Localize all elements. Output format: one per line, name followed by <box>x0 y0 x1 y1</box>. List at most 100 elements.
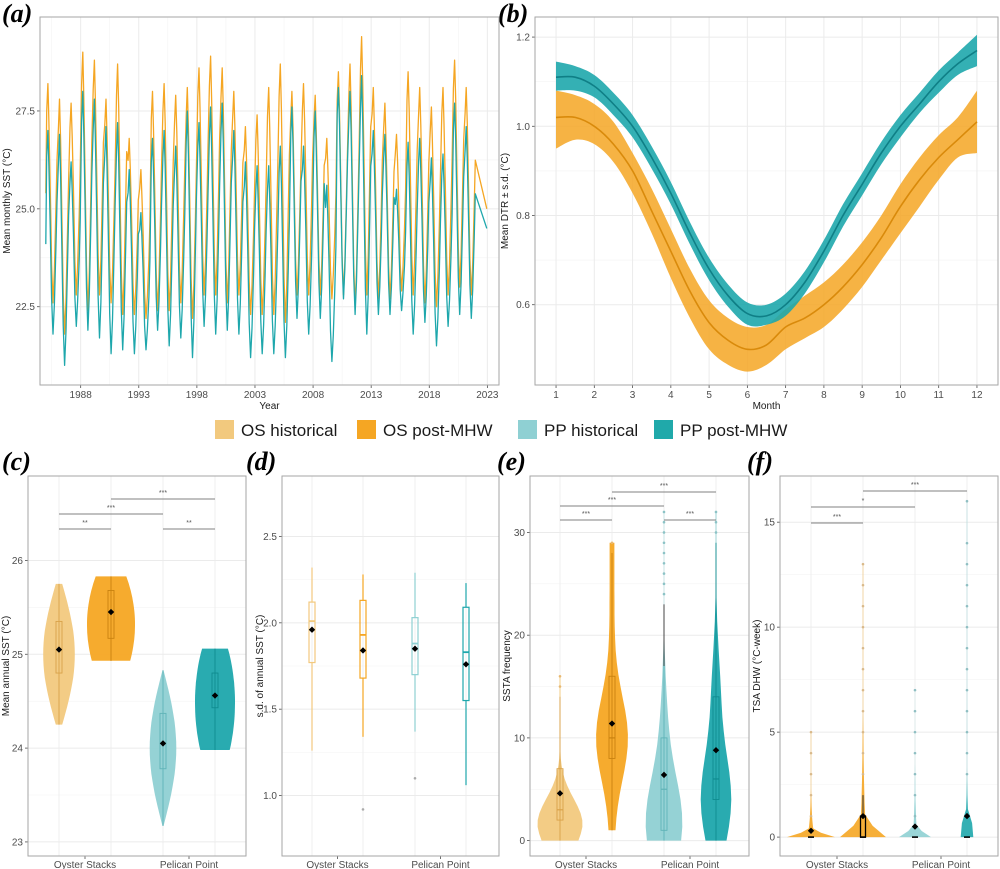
panel-f-pp-post-mhw-outlier <box>965 772 969 776</box>
panel-d-ytick-label: 2.5 <box>263 532 277 543</box>
panel-f-ytick-label: 15 <box>764 518 776 529</box>
panel-a-sst-timeseries: 22.5 25.0 27.5 Mean monthly SST (°C) 1988 199… <box>2 16 500 412</box>
panel-e-pp-post-mhw-mean-marker <box>712 747 720 754</box>
panel-e-pp-historical-outlier <box>662 520 666 524</box>
panel-f-os-post-mhw-outlier <box>861 709 865 713</box>
panel-f-pp-historical-outlier <box>913 709 917 713</box>
legend-label-os-historical: OS historical <box>241 421 337 440</box>
panel-a-xtick-label: 2008 <box>302 390 325 401</box>
panel-f-pp-historical-outlier <box>913 751 917 755</box>
panel-b-ytick-label: 0.8 <box>516 211 530 222</box>
panel-f-pp-post-mhw-outlier <box>965 751 969 755</box>
panel-c-significance-label: ** <box>186 520 192 527</box>
legend-label-pp-post-mhw: PP post-MHW <box>680 421 787 440</box>
legend-swatch-os-post-mhw <box>357 420 376 439</box>
panel-e-pp-historical-box <box>660 737 668 831</box>
panel-e-pp-historical-outlier <box>662 510 666 514</box>
legend-swatch-pp-post-mhw <box>654 420 673 439</box>
panel-d-plot-border <box>281 475 500 857</box>
panel-d-pp-historical-box <box>411 617 419 676</box>
panel-a-xtick-label: 1988 <box>70 390 93 401</box>
panel-e-xtick-label: Pelican Point <box>661 860 720 869</box>
panel-f-pp-post-mhw-outlier <box>965 499 969 503</box>
panel-a-ytick-label: 25.0 <box>16 204 36 215</box>
panel-a-x-axis-title: Year <box>259 401 280 412</box>
panel-e-significance-label: *** <box>608 497 616 504</box>
panel-d-y-axis-title: s.d. of annual SST (°C) <box>255 615 266 718</box>
panel-e-pp-historical-outlier <box>662 592 666 596</box>
panel-c-significance-label: *** <box>159 490 167 497</box>
panel-b-xtick-label: 8 <box>821 390 827 401</box>
panel-f-xtick-label: Pelican Point <box>912 860 971 869</box>
panel-f-pp-post-mhw-outlier <box>965 562 969 566</box>
panel-b-xtick-label: 7 <box>783 390 789 401</box>
panel-f-pp-post-mhw-outlier <box>965 541 969 545</box>
panel-f-os-post-mhw-outlier <box>861 730 865 734</box>
panel-c-pp-historical-mean-marker <box>159 740 167 747</box>
panel-c-ytick-label: 25 <box>12 650 24 661</box>
panel-f-os-historical-outlier <box>809 730 813 734</box>
panel-f-os-historical-violin <box>787 732 835 838</box>
panel-f-pp-historical-mean-marker <box>911 823 919 830</box>
panel-c-os-post-mhw-box <box>107 590 115 639</box>
panel-e-plot-border <box>529 475 750 857</box>
panel-f-os-post-mhw-outlier <box>861 751 865 755</box>
panel-f-os-post-mhw-outlier <box>861 667 865 671</box>
panel-c-pp-post-mhw-box <box>211 672 219 709</box>
panel-b-ytick-label: 1.0 <box>516 122 530 133</box>
panel-f-y-axis-title: TSA DHW (°C-week) <box>752 620 763 713</box>
panel-e-pp-post-mhw-outlier <box>714 531 718 534</box>
panel-d-pp-historical-outlier <box>413 776 417 780</box>
panel-c-ytick-label: 24 <box>12 744 24 755</box>
panel-e-xtick-label: Oyster Stacks <box>555 860 617 869</box>
panel-a-xtick-label: 2018 <box>418 390 441 401</box>
panel-b-xtick-label: 2 <box>592 390 598 401</box>
panel-c-os-historical-mean-marker <box>55 646 63 653</box>
panel-c-ytick-label: 26 <box>12 556 24 567</box>
panel-b-xtick-label: 6 <box>745 390 751 401</box>
panel-b-xtick-label: 4 <box>668 390 674 401</box>
panel-a-ytick-label: 27.5 <box>16 106 36 117</box>
panel-f-pp-historical-outlier <box>913 772 917 776</box>
panel-b-xtick-label: 12 <box>971 390 983 401</box>
legend-swatch-os-historical <box>215 420 234 439</box>
panel-f-os-post-mhw-outlier <box>861 772 865 776</box>
panel-f-pp-post-mhw-outlier <box>965 688 969 692</box>
panel-e-pp-historical-outlier <box>662 531 666 534</box>
panel-f-pp-post-mhw-outlier <box>965 604 969 608</box>
panel-a-line-oyster-stacks <box>45 35 488 335</box>
panel-f-os-post-mhw-outlier <box>861 583 865 587</box>
panel-e-ytick-label: 0 <box>519 836 525 847</box>
panel-c-ytick-label: 23 <box>12 837 24 848</box>
panel-e-significance-label: *** <box>660 483 668 490</box>
panel-d-pp-post-mhw-box <box>462 606 470 702</box>
panel-b-xtick-label: 1 <box>553 390 559 401</box>
panel-f-os-post-mhw-outlier <box>861 625 865 629</box>
panel-b-ytick-label: 0.6 <box>516 300 530 311</box>
legend-label-os-post-mhw: OS post-MHW <box>383 421 493 440</box>
panel-label-f: (f) <box>747 447 773 476</box>
panel-a-xtick-label: 2023 <box>476 390 499 401</box>
panel-b-ribbon-oyster-stacks <box>556 90 977 372</box>
panel-f-os-post-mhw-violin <box>840 564 886 838</box>
panel-f-pp-post-mhw-mean-marker <box>963 812 971 820</box>
panel-f-pp-historical-outlier <box>913 793 917 797</box>
panel-e-ytick-label: 10 <box>514 733 526 744</box>
panel-c-plot-border <box>27 475 247 857</box>
panel-f-pp-post-mhw-outlier <box>965 583 969 587</box>
panel-a-xtick-label: 2013 <box>360 390 383 401</box>
panel-label-e: (e) <box>497 447 526 476</box>
panel-f-pp-post-mhw-outlier <box>965 667 969 671</box>
panel-f-ytick-label: 5 <box>769 728 775 739</box>
panel-a-xtick-label: 1993 <box>128 390 151 401</box>
panel-f-pp-post-mhw-outlier <box>965 709 969 713</box>
legend: OS historical OS post-MHW PP historical … <box>215 420 787 440</box>
panel-f-plot-border <box>779 475 999 857</box>
panel-e-pp-historical-mean-marker <box>660 771 668 779</box>
panel-f-os-historical-outlier <box>809 772 813 776</box>
panel-e-pp-historical-outlier <box>662 572 666 575</box>
panel-label-d: (d) <box>246 447 276 476</box>
panel-e-os-post-mhw-outlier <box>610 541 614 545</box>
panel-b-xtick-label: 11 <box>933 390 944 401</box>
